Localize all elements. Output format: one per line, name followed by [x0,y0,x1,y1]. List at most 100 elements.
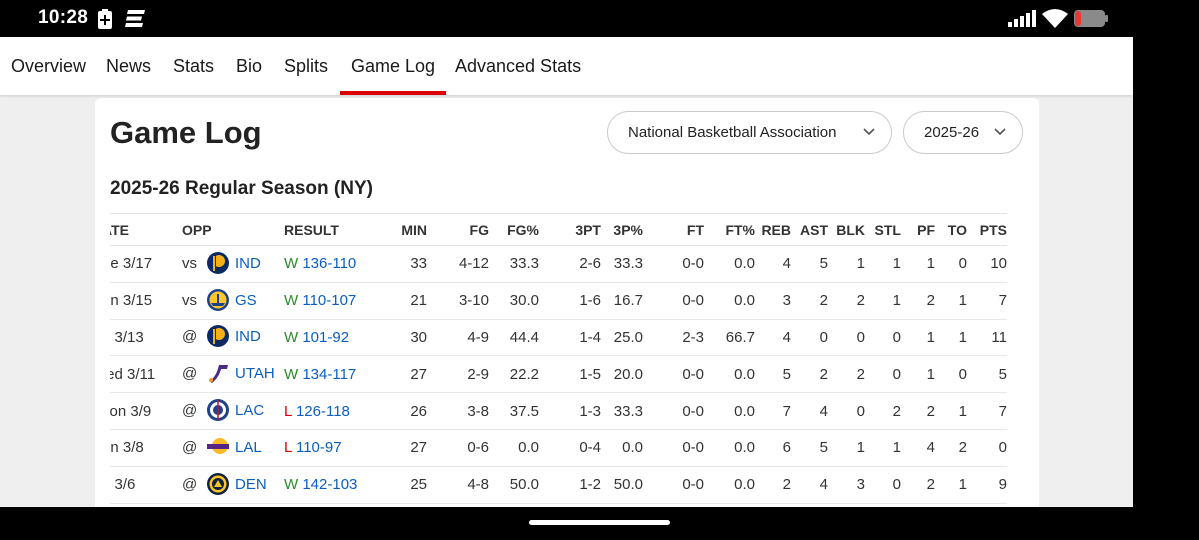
cell-pts: 7 [967,282,1007,320]
tab-overview[interactable]: Overview [11,56,87,76]
cell-ft-pct: 66.7 [704,319,755,357]
chevron-down-icon [863,128,875,136]
cell-ast: 0 [791,319,828,357]
jazz-logo-icon[interactable] [206,361,230,385]
col-header-ft[interactable]: FT [643,213,704,246]
location-marker: @ [182,328,198,346]
pacers-logo-icon[interactable] [206,324,230,348]
cell-reb: 4 [755,245,791,283]
cell-to: 1 [935,282,967,320]
tab-game-log[interactable]: Game Log [339,37,447,95]
cell-stl: 2 [865,392,901,430]
pacers-logo-icon[interactable] [206,251,230,275]
cell-to: 0 [935,355,967,394]
cell-stl: 0 [865,355,901,394]
opponent-link[interactable]: LAL [235,438,262,456]
tab-stats[interactable]: Stats [173,56,215,76]
tab-splits[interactable]: Splits [284,56,329,76]
opponent-link[interactable]: DEN [235,475,267,493]
game-score-link[interactable]: 110-97 [295,439,342,457]
cell-3pt: 0-4 [539,429,601,467]
cell-ft: 0-0 [643,429,704,467]
cell-ast: 2 [791,282,828,320]
cell-fg: 3-8 [427,392,489,430]
col-header-min[interactable]: MIN [376,213,427,246]
col-header-date[interactable]: ATE [110,213,182,246]
cell-blk: 2 [828,282,865,320]
col-header-to[interactable]: TO [935,213,967,246]
cell-fg: 3-10 [427,282,489,320]
col-header-fg[interactable]: FG [427,213,489,246]
col-header-pf[interactable]: PF [901,213,935,246]
cell-opponent: @ LAL [182,429,284,467]
col-header-stl[interactable]: STL [865,213,901,246]
cell-3p-pct: 33.3 [601,245,643,283]
col-header-3pt[interactable]: 3PT [539,213,601,246]
cell-3pt: 2-6 [539,245,601,283]
tab-advanced-stats[interactable]: Advanced Stats [455,56,582,76]
location-marker: @ [182,365,198,383]
cell-result: W 110-107 [284,282,376,320]
opponent-link[interactable]: IND [235,328,261,346]
game-score-link[interactable]: 101-92 [302,328,350,346]
cell-reb: 6 [755,429,791,467]
cell-reb: 5 [755,355,791,394]
game-score-link[interactable]: 134-117 [302,365,357,383]
cell-date: /ed 3/11 [110,355,182,394]
cell-ft: 2-3 [643,319,704,357]
col-header-blk[interactable]: BLK [828,213,865,246]
section-title: 2025-26 Regular Season (NY) [110,178,373,199]
home-indicator[interactable] [529,520,670,525]
tab-bio[interactable]: Bio [236,56,263,76]
cell-ft: 0-0 [643,355,704,394]
game-log-card: Game Log National Basketball Association… [95,98,1039,507]
opponent-link[interactable]: GS [235,291,257,309]
cell-pts: 9 [967,466,1007,504]
cell-ft: 0-0 [643,282,704,320]
tab-news[interactable]: News [106,56,152,76]
col-header-3p-pct[interactable]: 3P% [601,213,643,246]
opponent-link[interactable]: IND [235,254,261,272]
result-win-loss: L [284,439,292,457]
cell-to: 1 [935,392,967,430]
game-log-table-container[interactable]: ATE OPP RESULT MIN FG FG% 3PT 3P% FT FT%… [110,213,1023,507]
game-score-link[interactable]: 110-107 [302,292,357,310]
cell-ft-pct: 0.0 [704,429,755,467]
col-header-fg-pct[interactable]: FG% [489,213,539,246]
opponent-link[interactable]: UTAH [235,365,275,383]
opponent-link[interactable]: LAC [235,402,265,420]
warriors-logo-icon[interactable] [206,288,230,312]
cell-pf: 1 [901,245,935,283]
nuggets-logo-icon[interactable] [206,472,230,496]
cell-3p-pct: 25.0 [601,319,643,357]
col-header-ft-pct[interactable]: FT% [704,213,755,246]
cell-date: ue 3/17 [110,245,182,283]
battery-saver-icon [98,9,112,29]
cell-3p-pct: 20.0 [601,355,643,394]
clippers-logo-icon[interactable] [206,398,230,422]
cell-fg-pct: 37.5 [489,392,539,430]
cell-pts: 7 [967,392,1007,430]
col-header-ast[interactable]: AST [791,213,828,246]
cell-reb: 4 [755,319,791,357]
game-score-link[interactable]: 142-103 [302,476,358,494]
cell-3p-pct: 16.7 [601,282,643,320]
game-score-link[interactable]: 126-118 [295,402,350,420]
league-select[interactable]: National Basketball Association [607,111,892,154]
cell-date: un 3/8 [110,429,182,467]
cell-3pt: 1-6 [539,282,601,320]
game-score-link[interactable]: 136-110 [302,255,357,273]
col-header-result[interactable]: RESULT [284,213,376,246]
cell-pts: 11 [967,319,1007,357]
cell-ast: 2 [791,355,828,394]
cell-result: L 126-118 [284,392,376,430]
season-select[interactable]: 2025-26 [903,111,1023,154]
col-header-reb[interactable]: REB [755,213,791,246]
col-header-pts[interactable]: PTS [967,213,1007,246]
cell-min: 30 [376,319,427,357]
lakers-logo-icon[interactable] [206,435,230,459]
col-header-opp[interactable]: OPP [182,213,284,246]
cell-pf: 2 [901,392,935,430]
